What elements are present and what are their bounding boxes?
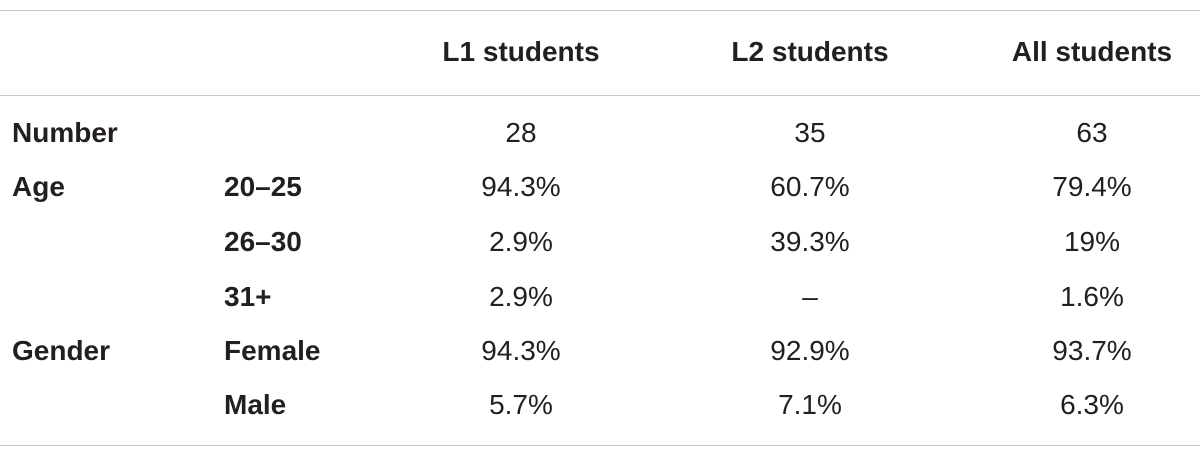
- row-label: Number: [12, 117, 118, 148]
- cell-all: 93.7%: [1052, 335, 1132, 366]
- row-sublabel: 31+: [224, 281, 272, 312]
- cell-l2: –: [802, 281, 818, 312]
- cell-l1: 94.3%: [481, 335, 561, 366]
- cell-l1: 94.3%: [481, 171, 561, 202]
- cell-l1: 2.9%: [489, 226, 553, 257]
- cell-all: 1.6%: [1060, 281, 1124, 312]
- table-row: Gender Female 94.3% 92.9% 93.7%: [0, 324, 1200, 378]
- row-label: Age: [12, 171, 65, 202]
- header-all-students: All students: [1011, 36, 1173, 67]
- table-top-rule: [0, 10, 1200, 11]
- cell-l2: 35: [794, 117, 826, 148]
- cell-all: 6.3%: [1060, 389, 1124, 420]
- table-header-row: L1 students L2 students All students: [0, 24, 1200, 80]
- row-sublabel: Male: [224, 389, 287, 420]
- cell-l1: 28: [505, 117, 537, 148]
- table-bottom-rule: [0, 445, 1200, 446]
- cell-l2: 60.7%: [770, 171, 850, 202]
- row-sublabel: 20–25: [224, 171, 302, 202]
- header-l2-students: L2 students: [731, 36, 889, 67]
- cell-l2: 39.3%: [770, 226, 850, 257]
- row-label: Gender: [12, 335, 111, 366]
- cell-all: 79.4%: [1052, 171, 1132, 202]
- cell-all: 63: [1076, 117, 1108, 148]
- cell-l2: 92.9%: [770, 335, 850, 366]
- cell-l1: 2.9%: [489, 281, 553, 312]
- row-sublabel: 26–30: [224, 226, 302, 257]
- header-l1-students: L1 students: [442, 36, 600, 67]
- cell-l1: 5.7%: [489, 389, 553, 420]
- table-row: Male 5.7% 7.1% 6.3%: [0, 378, 1200, 432]
- table-header-rule: [0, 95, 1200, 96]
- table-row: 26–30 2.9% 39.3% 19%: [0, 215, 1200, 269]
- cell-l2: 7.1%: [778, 389, 842, 420]
- table-row: Number 28 35 63: [0, 106, 1200, 160]
- table-row: 31+ 2.9% – 1.6%: [0, 270, 1200, 324]
- row-sublabel: Female: [224, 335, 321, 366]
- table-row: Age 20–25 94.3% 60.7% 79.4%: [0, 160, 1200, 214]
- cell-all: 19%: [1063, 226, 1121, 257]
